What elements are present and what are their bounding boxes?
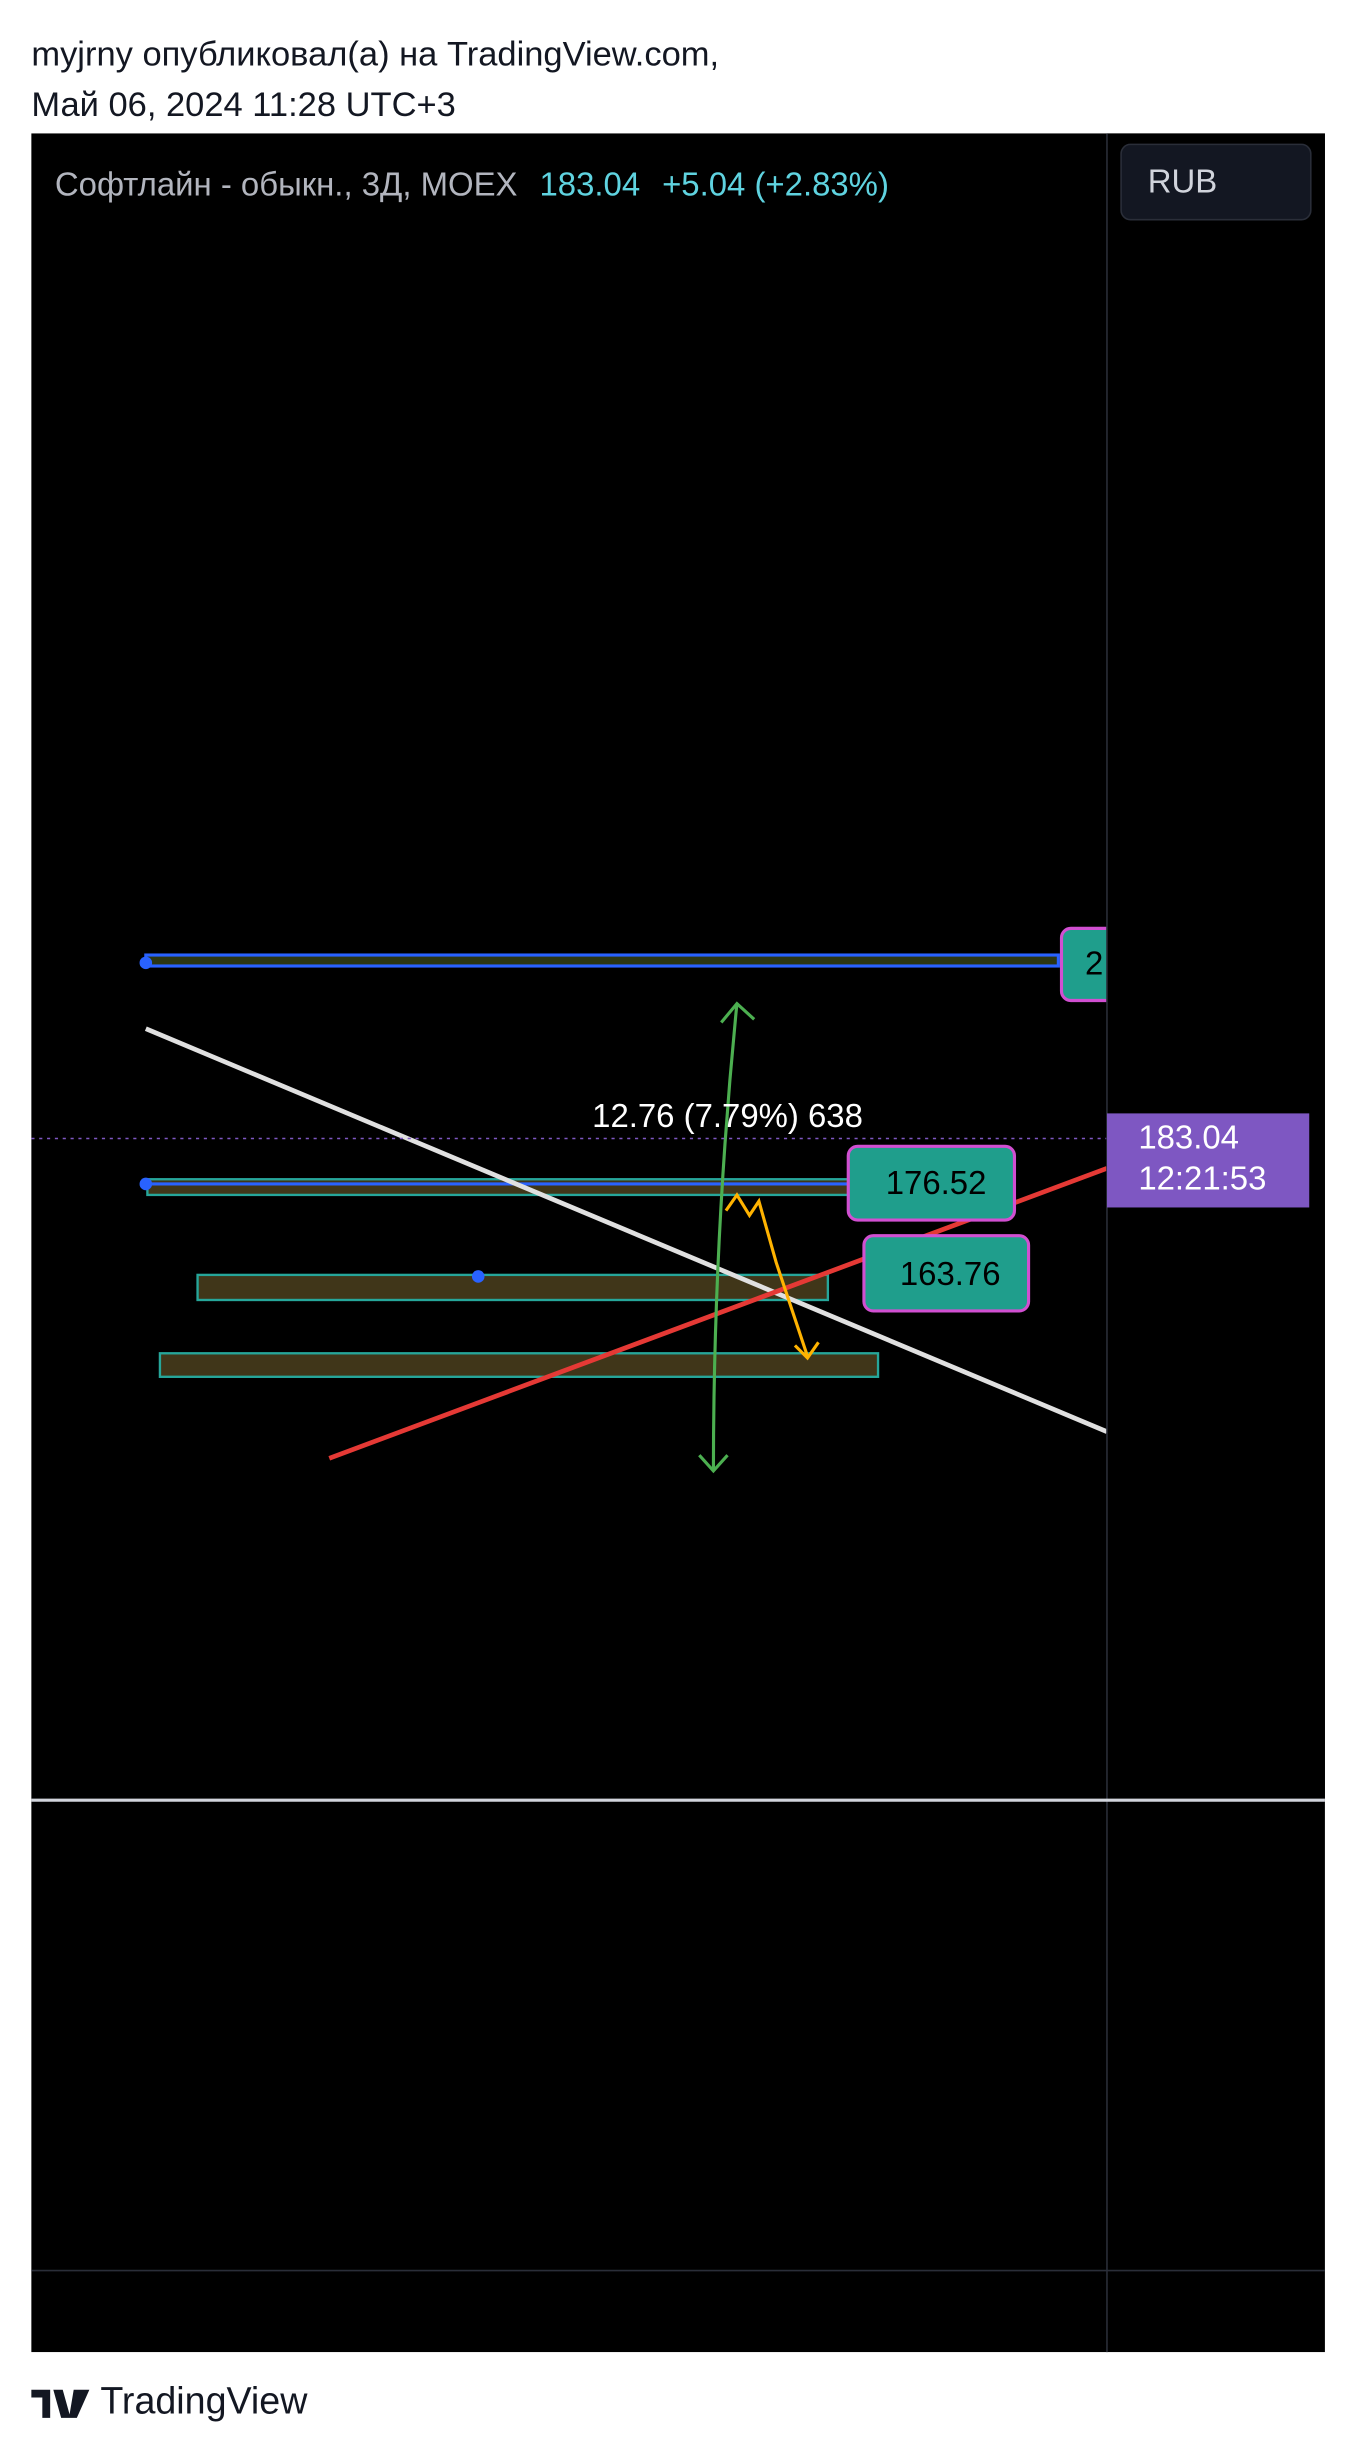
arrowhead [698,1001,756,1474]
anchor [471,1270,485,1283]
price-axis-bg [1106,133,1325,1799]
price-tag-value: 183.04 [1138,1119,1239,1156]
drawings [31,953,1108,1474]
brand: TradingView [100,2380,308,2422]
currency[interactable]: RUB [1148,162,1217,199]
zone [144,953,1060,968]
arrow [724,1192,809,1357]
logo: TradingView [31,2380,308,2422]
countdown: 12:21:53 [1138,1160,1266,1197]
symbol: Софтлайн - обыкн., 3Д, MOEX [55,165,518,202]
zone-label-box [846,1144,1017,1222]
zone-label: 176.52 [886,1164,987,1201]
zone-label-box [862,1234,1031,1313]
legend-price: 183.04 [539,165,640,202]
legend-change: +5.04 (+2.83%) [662,165,889,202]
anchor [139,1177,153,1191]
zone [158,1352,880,1378]
zone [146,1178,850,1197]
arrow [711,1003,739,1471]
logo-mark [31,2389,90,2418]
symbol-title: Софтлайн - обыкн., 3Д, MOEX 183.04 +5.04 (… [55,165,889,202]
publish-date: Май 06, 2024 11:28 UTC+3 [31,86,455,124]
anchor [139,956,153,970]
price-tag [1106,1113,1310,1208]
currency-button[interactable] [1120,143,1312,221]
trend-line [144,1026,1108,1434]
measure: 12.76 (7.79%) 638 [592,1097,863,1134]
zone-labels: 2 176.52 163.76 [846,926,1126,1313]
zone-label: 163.76 [900,1255,1001,1292]
arrowhead [793,1341,820,1361]
zone [196,1273,830,1302]
publisher: myjrny опубликовал(а) на TradingView.com… [31,36,719,74]
zone-label: 2 [1085,945,1103,982]
